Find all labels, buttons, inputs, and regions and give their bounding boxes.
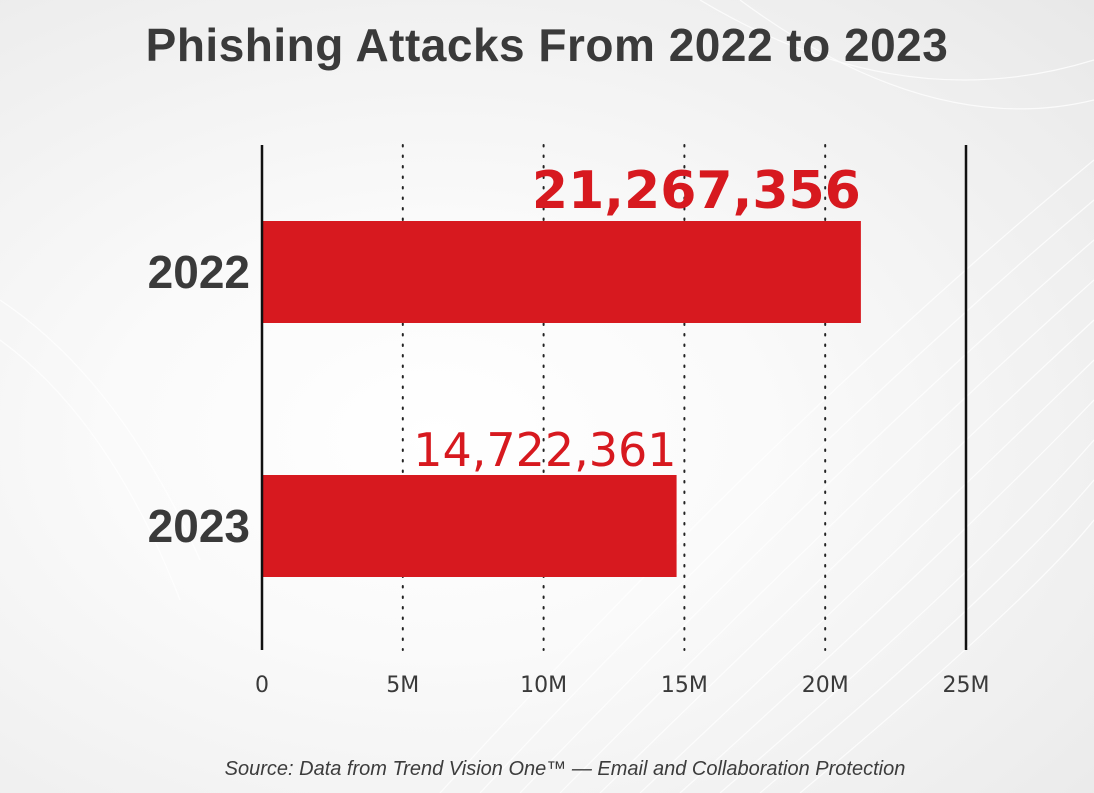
tick-label-5m: 5M xyxy=(386,673,419,698)
category-label-2023: 2023 xyxy=(148,500,250,552)
source-note: Source: Data from Trend Vision One™ — Em… xyxy=(224,758,906,780)
tick-label-0: 0 xyxy=(255,673,269,698)
value-label-2023: 14,722,361 xyxy=(413,423,676,477)
value-label-2022: 21,267,356 xyxy=(532,161,861,221)
chart-title: Phishing Attacks From 2022 to 2023 xyxy=(145,19,949,71)
tick-label-25m: 25M xyxy=(943,673,990,698)
category-label-2022: 2022 xyxy=(148,246,250,298)
bar-2023 xyxy=(262,475,677,577)
tick-label-10m: 10M xyxy=(520,673,567,698)
bar-2022 xyxy=(262,221,861,323)
tick-label-20m: 20M xyxy=(802,673,849,698)
tick-label-15m: 15M xyxy=(661,673,708,698)
